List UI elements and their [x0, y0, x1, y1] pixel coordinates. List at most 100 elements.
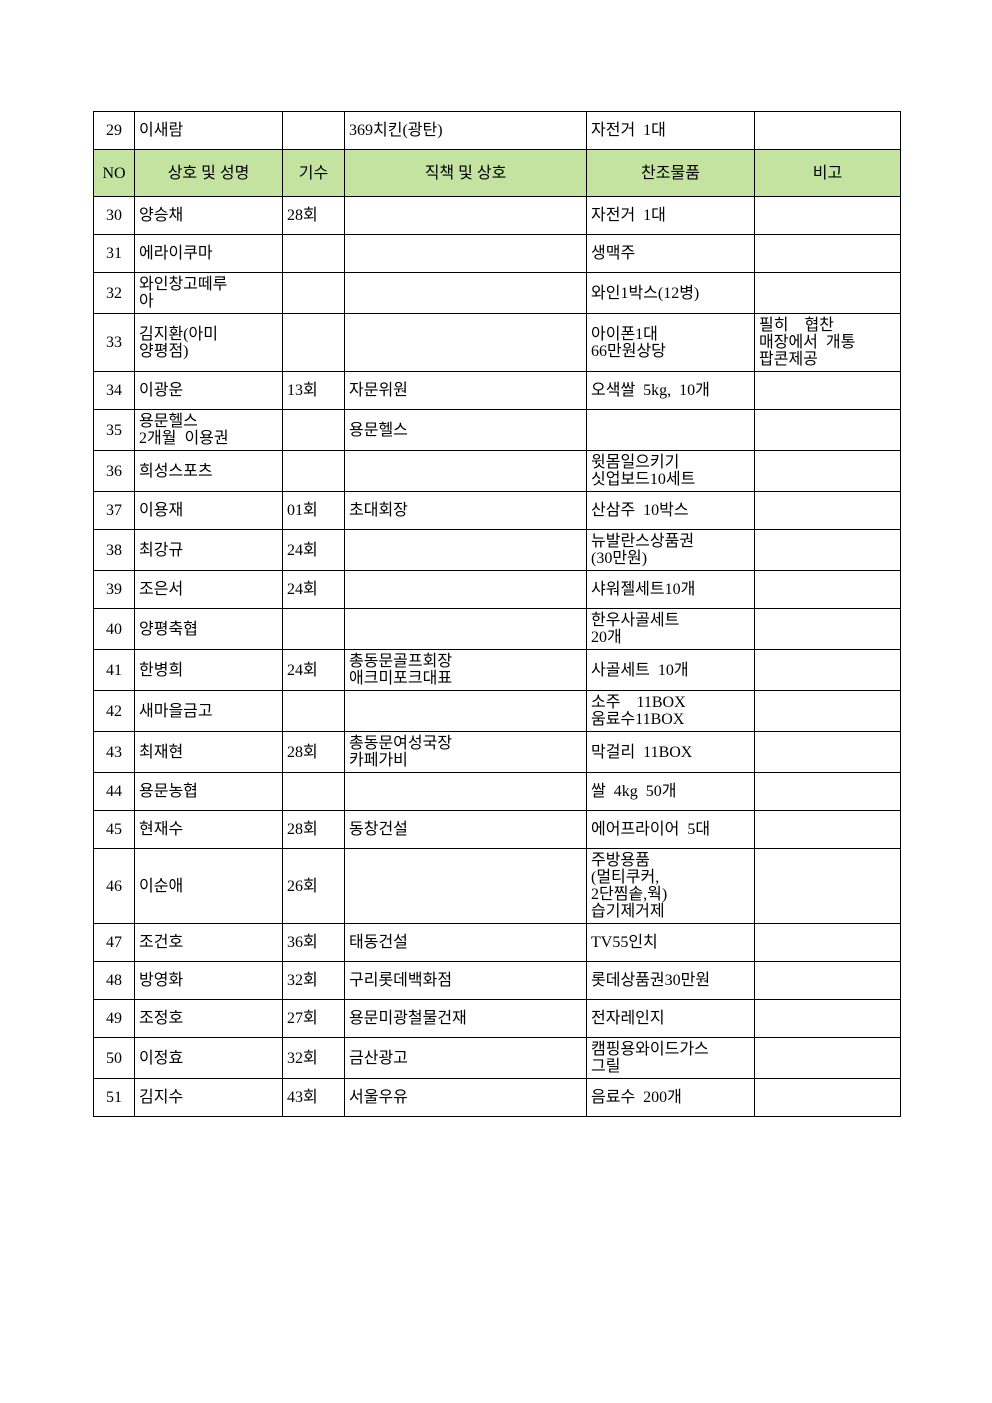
cell-item: 쌀 4kg 50개	[586, 772, 755, 811]
table-row: 31 에라이쿠마 생맥주	[93, 234, 901, 273]
cell-item: 샤워젤세트10개	[586, 570, 755, 609]
cell-gisu	[282, 272, 345, 314]
cell-title	[344, 529, 587, 571]
cell-item: 산삼주 10박스	[586, 491, 755, 530]
cell-item: 오색쌀 5kg, 10개	[586, 371, 755, 410]
table-row: 37 이용재 01회 초대회장 산삼주 10박스	[93, 491, 901, 530]
cell-title	[344, 772, 587, 811]
cell-item: 생맥주	[586, 234, 755, 273]
cell-gisu: 36회	[282, 923, 345, 962]
cell-item: 사골세트 10개	[586, 649, 755, 691]
table-row: 43 최재현 28회 총동문여성국장 카페가비 막걸리 11BOX	[93, 731, 901, 773]
cell-note	[754, 196, 901, 235]
cell-item: 에어프라이어 5대	[586, 810, 755, 849]
cell-item: 뉴발란스상품권 (30만원)	[586, 529, 755, 571]
table-row: 48 방영화 32회 구리롯데백화점 롯데상품권30만원	[93, 961, 901, 1000]
table-row: 29 이새람 369치킨(광탄) 자전거 1대	[93, 111, 901, 150]
cell-title	[344, 450, 587, 492]
cell-name: 조건호	[134, 923, 283, 962]
cell-gisu	[282, 690, 345, 732]
cell-note	[754, 111, 901, 150]
cell-title: 서울우유	[344, 1078, 587, 1117]
cell-gisu: 28회	[282, 196, 345, 235]
table-body: 29 이새람 369치킨(광탄) 자전거 1대 NO 상호 및 성명 기수 직책 및 상호 찬조…	[93, 111, 901, 1117]
cell-gisu: 32회	[282, 961, 345, 1000]
cell-gisu: 01회	[282, 491, 345, 530]
cell-name: 김지수	[134, 1078, 283, 1117]
cell-name: 용문헬스 2개월 이용권	[134, 409, 283, 451]
table-row: 39 조은서 24회 샤워젤세트10개	[93, 570, 901, 609]
cell-title: 총동문여성국장 카페가비	[344, 731, 587, 773]
cell-no: 31	[93, 234, 135, 273]
cell-note	[754, 608, 901, 650]
cell-note	[754, 234, 901, 273]
cell-note	[754, 999, 901, 1038]
table-row: 44 용문농협 쌀 4kg 50개	[93, 772, 901, 811]
cell-gisu: 13회	[282, 371, 345, 410]
cell-title	[344, 608, 587, 650]
header-title: 직책 및 상호	[344, 149, 587, 197]
cell-item: 막걸리 11BOX	[586, 731, 755, 773]
cell-note	[754, 1078, 901, 1117]
cell-gisu: 43회	[282, 1078, 345, 1117]
cell-no: 36	[93, 450, 135, 492]
cell-gisu: 24회	[282, 529, 345, 571]
cell-name: 이정효	[134, 1037, 283, 1079]
cell-name: 최강규	[134, 529, 283, 571]
cell-title	[344, 848, 587, 924]
cell-gisu: 24회	[282, 649, 345, 691]
cell-note	[754, 371, 901, 410]
cell-name: 용문농협	[134, 772, 283, 811]
cell-no: 42	[93, 690, 135, 732]
cell-note	[754, 529, 901, 571]
cell-title: 369치킨(광탄)	[344, 111, 587, 150]
cell-no: 46	[93, 848, 135, 924]
header-no: NO	[93, 149, 135, 197]
cell-note	[754, 491, 901, 530]
cell-no: 39	[93, 570, 135, 609]
cell-note	[754, 810, 901, 849]
cell-no: 30	[93, 196, 135, 235]
cell-name: 조정호	[134, 999, 283, 1038]
cell-name: 현재수	[134, 810, 283, 849]
cell-no: 44	[93, 772, 135, 811]
cell-item: 캠핑용와이드가스 그릴	[586, 1037, 755, 1079]
cell-item: 자전거 1대	[586, 196, 755, 235]
cell-note	[754, 848, 901, 924]
table-row: 47 조건호 36회 태동건설 TV55인치	[93, 923, 901, 962]
cell-gisu: 26회	[282, 848, 345, 924]
cell-note	[754, 409, 901, 451]
cell-no: 41	[93, 649, 135, 691]
donation-table: 29 이새람 369치킨(광탄) 자전거 1대 NO 상호 및 성명 기수 직책 및 상호 찬조…	[93, 111, 901, 1117]
cell-name: 이새람	[134, 111, 283, 150]
cell-title	[344, 234, 587, 273]
cell-gisu	[282, 313, 345, 372]
cell-no: 48	[93, 961, 135, 1000]
cell-no: 32	[93, 272, 135, 314]
cell-note	[754, 923, 901, 962]
cell-gisu	[282, 608, 345, 650]
cell-title: 초대회장	[344, 491, 587, 530]
cell-item: 전자레인지	[586, 999, 755, 1038]
cell-no: 35	[93, 409, 135, 451]
cell-no: 45	[93, 810, 135, 849]
table-row: 41 한병희 24회 총동문골프회장 애크미포크대표 사골세트 10개	[93, 649, 901, 691]
header-item: 찬조물품	[586, 149, 755, 197]
cell-name: 양승채	[134, 196, 283, 235]
cell-title: 총동문골프회장 애크미포크대표	[344, 649, 587, 691]
cell-note	[754, 649, 901, 691]
cell-name: 조은서	[134, 570, 283, 609]
cell-note	[754, 450, 901, 492]
cell-item: 아이폰1대 66만원상당	[586, 313, 755, 372]
cell-no: 38	[93, 529, 135, 571]
cell-note	[754, 272, 901, 314]
table-row: 33 김지환(아미 양평점) 아이폰1대 66만원상당 필히 협찬 매장에서 개통 팝…	[93, 313, 901, 372]
cell-name: 새마을금고	[134, 690, 283, 732]
table-row: 49 조정호 27회 용문미광철물건재 전자레인지	[93, 999, 901, 1038]
cell-no: 29	[93, 111, 135, 150]
cell-name: 김지환(아미 양평점)	[134, 313, 283, 372]
cell-title: 용문헬스	[344, 409, 587, 451]
cell-title	[344, 570, 587, 609]
cell-item: 자전거 1대	[586, 111, 755, 150]
